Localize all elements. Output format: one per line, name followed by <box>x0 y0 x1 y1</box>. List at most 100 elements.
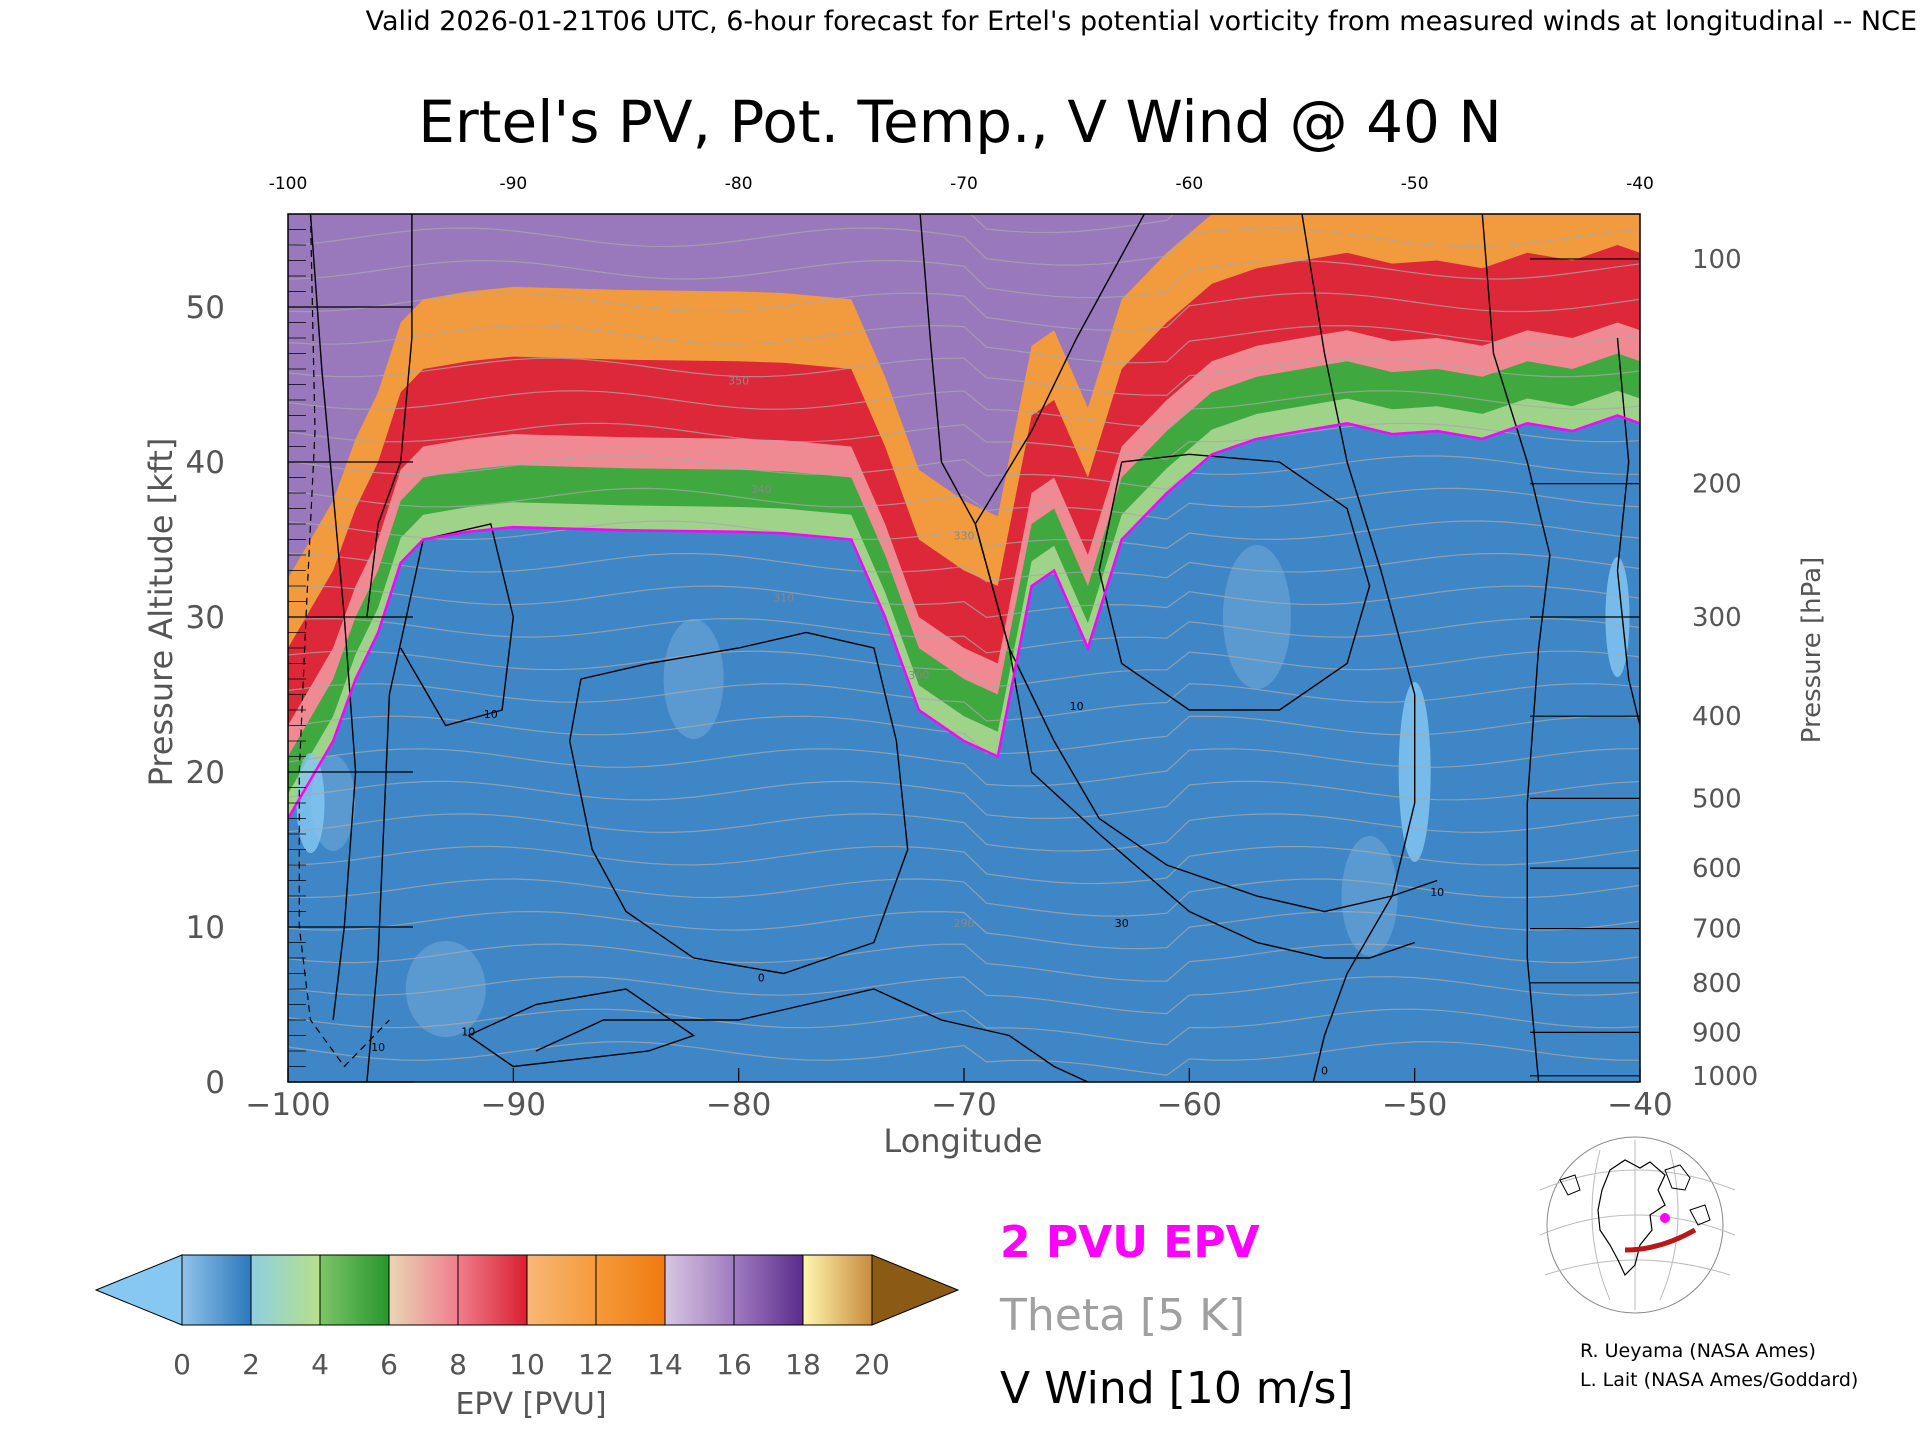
colorbar-tick-label: 14 <box>647 1348 683 1381</box>
theta-contour <box>288 520 1640 550</box>
theta-contour <box>288 1041 1640 1076</box>
pressure-tick-label: 200 <box>1692 470 1742 500</box>
epv-under-patch <box>296 753 325 853</box>
theta-contour <box>288 455 1640 491</box>
v-wind-contour-label: 10 <box>484 708 498 721</box>
map-continent-outline <box>1597 1159 1666 1277</box>
x-tick-label: −100 <box>245 1087 330 1123</box>
theta-contour-label: 340 <box>751 483 772 496</box>
legend-entry-pv: 2 PVU EPV <box>1000 1217 1260 1268</box>
colorbar: 0 2 4 6 8 10 12 14 16 18 20 <box>94 1254 960 1381</box>
colorbar-tick-label: 10 <box>509 1348 545 1381</box>
theta-contour <box>288 292 1640 331</box>
credit-line-2: L. Lait (NASA Ames/Goddard) <box>1580 1369 1858 1391</box>
v-wind-contour-label: 10 <box>461 1026 475 1039</box>
theta-contour-label: 290 <box>954 917 975 930</box>
colorbar-segment <box>181 1254 252 1326</box>
y-tick-label: 10 <box>186 910 225 946</box>
pressure-tick-label: 900 <box>1692 1018 1742 1048</box>
colorbar-tick-label: 16 <box>716 1348 752 1381</box>
pressure-tick-label: 600 <box>1692 854 1742 884</box>
colorbar-tick-label: 12 <box>578 1348 614 1381</box>
theta-contour <box>288 259 1640 299</box>
v-wind-contour-label: 30 <box>1115 917 1129 930</box>
colorbar-under-arrow <box>94 1254 183 1326</box>
v-wind-negative-contour <box>298 214 390 1068</box>
v-wind-contour <box>1616 337 1640 726</box>
plot-area: 350 340 330 310 300 290 10 0 10 30 10 0 10 10 <box>287 213 1641 1083</box>
colorbar-tick-label: 0 <box>173 1348 191 1381</box>
colorbar-segment <box>457 1254 528 1326</box>
x-top-tick-label: -80 <box>725 174 753 194</box>
v-wind-contour <box>974 214 1415 959</box>
y-tick-label: 0 <box>205 1065 225 1101</box>
v-wind-contour-label: 0 <box>1321 1064 1328 1077</box>
colorbar-segment <box>595 1254 666 1326</box>
x-tick-label: −80 <box>706 1087 771 1123</box>
theta-contour <box>288 390 1640 429</box>
map-globe-outline <box>1546 1136 1724 1314</box>
y-tick-label: 20 <box>186 755 225 791</box>
colorbar-tick-label: 20 <box>854 1348 890 1381</box>
colorbar-tick-label: 2 <box>242 1348 260 1381</box>
x-top-tick-label: -50 <box>1401 174 1429 194</box>
theta-contour <box>288 975 1640 1015</box>
theta-contour-label: 350 <box>728 375 749 388</box>
colorbar-segment <box>319 1254 390 1326</box>
x-top-tick-label: -70 <box>950 174 978 194</box>
map-inset <box>1539 1136 1736 1314</box>
v-wind-contour <box>366 523 515 1082</box>
x-tick-label: −60 <box>1157 1087 1222 1123</box>
theta-contour-label: 330 <box>954 530 975 543</box>
v-wind-contour-label: 10 <box>1430 886 1444 899</box>
theta-contour <box>288 910 1640 950</box>
x-top-tick-label: -100 <box>269 174 308 194</box>
legend-entry-wind: V Wind [10 m/s] <box>1000 1363 1354 1414</box>
x-axis-bottom: −100 −90 −80 −70 −60 −50 −40 <box>245 1087 1672 1123</box>
v-wind-contour-label: 0 <box>758 971 765 984</box>
theta-contour <box>288 487 1640 520</box>
y-axis-left: 0 10 20 30 40 50 <box>186 290 225 1101</box>
legend-entry-theta: Theta [5 K] <box>999 1290 1245 1341</box>
colorbar-tick-label: 8 <box>449 1348 467 1381</box>
y-tick-label: 30 <box>186 600 225 636</box>
map-location-marker <box>1660 1213 1670 1223</box>
v-wind-contour <box>467 988 696 1068</box>
v-wind-contour <box>1098 453 1371 711</box>
v-wind-contour-label: 10 <box>1070 700 1084 713</box>
colorbar-tick-label: 18 <box>785 1348 821 1381</box>
pressure-tick-label: 1000 <box>1692 1062 1758 1092</box>
theta-contour <box>288 650 1640 688</box>
y-tick-label: 50 <box>186 290 225 326</box>
colorbar-segment <box>250 1254 321 1326</box>
x-axis-top: -100 -90 -80 -70 -60 -50 -40 <box>269 174 1654 194</box>
valid-time-header: Valid 2026-01-21T06 UTC, 6-hour forecast… <box>366 6 1917 37</box>
colorbar-tick-label: 6 <box>380 1348 398 1381</box>
epv-light-patch <box>1222 545 1291 689</box>
pressure-tick-label: 700 <box>1692 915 1742 945</box>
pressure-tick-label: 400 <box>1692 702 1742 732</box>
chart-title: Ertel's PV, Pot. Temp., V Wind @ 40 N <box>418 88 1501 156</box>
theta-contour <box>288 943 1640 982</box>
x-top-tick-label: -60 <box>1175 174 1203 194</box>
theta-contour <box>288 422 1640 460</box>
pressure-tick-label: 300 <box>1692 603 1742 633</box>
x-tick-label: −50 <box>1382 1087 1447 1123</box>
theta-contour <box>288 325 1640 364</box>
theta-contour <box>288 227 1640 266</box>
v-wind-contour <box>568 631 909 975</box>
x-axis-label: Longitude <box>883 1122 1042 1160</box>
v-wind-contour <box>919 214 1438 913</box>
axis-ticks <box>287 229 1641 1083</box>
theta-contour-label: 310 <box>773 592 794 605</box>
credit-line-1: R. Ueyama (NASA Ames) <box>1580 1340 1816 1362</box>
epv-band-14-18 <box>288 214 1212 579</box>
map-island-outlines <box>1559 1164 1711 1226</box>
theta-contour <box>288 813 1640 852</box>
y-axis-right: 100 200 300 400 500 600 700 800 900 1000 <box>1692 245 1758 1092</box>
colorbar-segment <box>802 1254 873 1326</box>
colorbar-over-arrow <box>871 1254 960 1326</box>
colorbar-label: EPV [PVU] <box>455 1387 606 1422</box>
theta-contour <box>288 357 1640 396</box>
